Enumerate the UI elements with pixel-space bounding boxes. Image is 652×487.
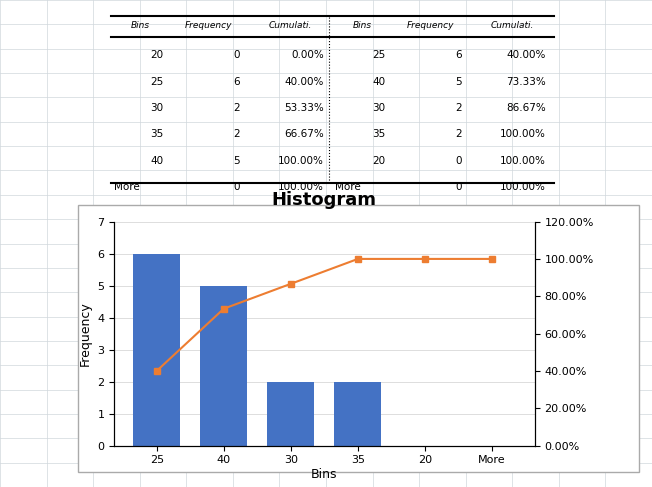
- Text: Frequency: Frequency: [407, 21, 454, 30]
- Text: 2: 2: [455, 130, 462, 139]
- Text: 30: 30: [151, 103, 164, 113]
- Text: 40.00%: 40.00%: [285, 77, 324, 87]
- Bar: [133, 254, 180, 446]
- Text: 5: 5: [233, 156, 240, 166]
- Text: 0: 0: [455, 182, 462, 192]
- Text: 6: 6: [233, 77, 240, 87]
- Bar: [267, 382, 314, 446]
- Text: 40: 40: [372, 77, 385, 87]
- Text: 35: 35: [151, 130, 164, 139]
- Text: 0.00%: 0.00%: [291, 51, 324, 60]
- Text: 20: 20: [372, 156, 385, 166]
- Text: 25: 25: [372, 51, 385, 60]
- Text: 2: 2: [455, 103, 462, 113]
- Text: Histogram: Histogram: [272, 191, 377, 208]
- Text: 0: 0: [233, 182, 240, 192]
- FancyBboxPatch shape: [78, 205, 639, 472]
- Y-axis label: Frequency: Frequency: [79, 301, 92, 366]
- Text: 100.00%: 100.00%: [278, 156, 324, 166]
- Text: More: More: [114, 182, 140, 192]
- Text: 20: 20: [151, 51, 164, 60]
- Text: 2: 2: [233, 130, 240, 139]
- Text: 100.00%: 100.00%: [500, 130, 546, 139]
- Text: 100.00%: 100.00%: [500, 156, 546, 166]
- Text: 86.67%: 86.67%: [506, 103, 546, 113]
- Text: 100.00%: 100.00%: [500, 182, 546, 192]
- X-axis label: Bins: Bins: [311, 468, 338, 481]
- Bar: [334, 382, 381, 446]
- Bar: [200, 285, 247, 446]
- Text: Frequency: Frequency: [185, 21, 232, 30]
- Text: Cumulati.: Cumulati.: [269, 21, 312, 30]
- Text: 25: 25: [151, 77, 164, 87]
- Text: Bins: Bins: [352, 21, 372, 30]
- Text: 5: 5: [455, 77, 462, 87]
- Text: 66.67%: 66.67%: [284, 130, 324, 139]
- Text: Cumulati.: Cumulati.: [490, 21, 533, 30]
- Text: 30: 30: [372, 103, 385, 113]
- Text: More: More: [335, 182, 361, 192]
- Text: 2: 2: [233, 103, 240, 113]
- Text: Bins: Bins: [130, 21, 150, 30]
- Text: 35: 35: [372, 130, 385, 139]
- Text: 0: 0: [233, 51, 240, 60]
- Text: 40.00%: 40.00%: [507, 51, 546, 60]
- Text: 100.00%: 100.00%: [278, 182, 324, 192]
- Text: 0: 0: [455, 156, 462, 166]
- Text: 53.33%: 53.33%: [284, 103, 324, 113]
- Text: 73.33%: 73.33%: [506, 77, 546, 87]
- Text: 6: 6: [455, 51, 462, 60]
- Text: 40: 40: [151, 156, 164, 166]
